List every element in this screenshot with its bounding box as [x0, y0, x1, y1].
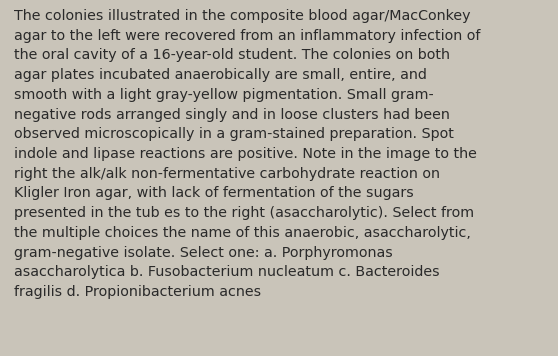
Text: The colonies illustrated in the composite blood agar/MacConkey
agar to the left : The colonies illustrated in the composit…	[14, 9, 480, 299]
